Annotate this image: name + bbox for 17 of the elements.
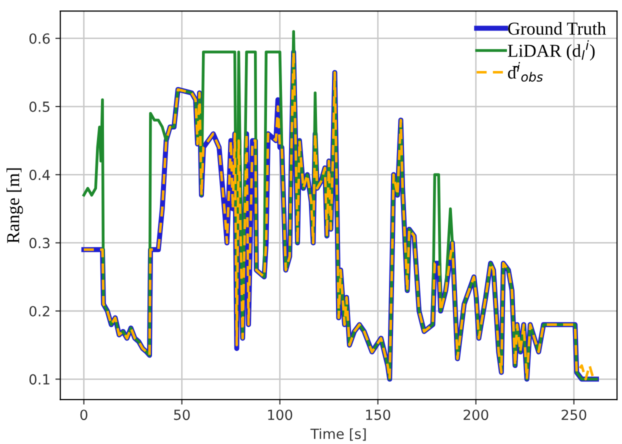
x-tick-label: 200 (464, 410, 488, 420)
y-tick-label: 0.2 (29, 306, 50, 316)
legend-label: LiDAR (d$_{l}$$^{i}$) (508, 40, 595, 61)
legend-label: Ground Truth (508, 22, 606, 35)
x-tick-label: 150 (366, 410, 390, 420)
x-tick-label: 100 (268, 410, 292, 420)
x-axis-title: Time [s] (310, 428, 366, 441)
y-tick-label: 0.1 (29, 374, 50, 385)
x-tick-label: 50 (174, 410, 190, 420)
y-tick-label: 0.6 (29, 33, 50, 44)
x-tick-label: 0 (80, 410, 88, 420)
x-tick-label: 250 (562, 410, 586, 420)
y-axis-title: Range [m] (6, 168, 23, 244)
y-tick-label: 0.3 (29, 238, 50, 248)
legend-label: d̂$^{i}$$_{obs}$ (508, 62, 543, 82)
y-tick-label: 0.5 (29, 101, 50, 112)
y-tick-label: 0.4 (29, 170, 50, 180)
